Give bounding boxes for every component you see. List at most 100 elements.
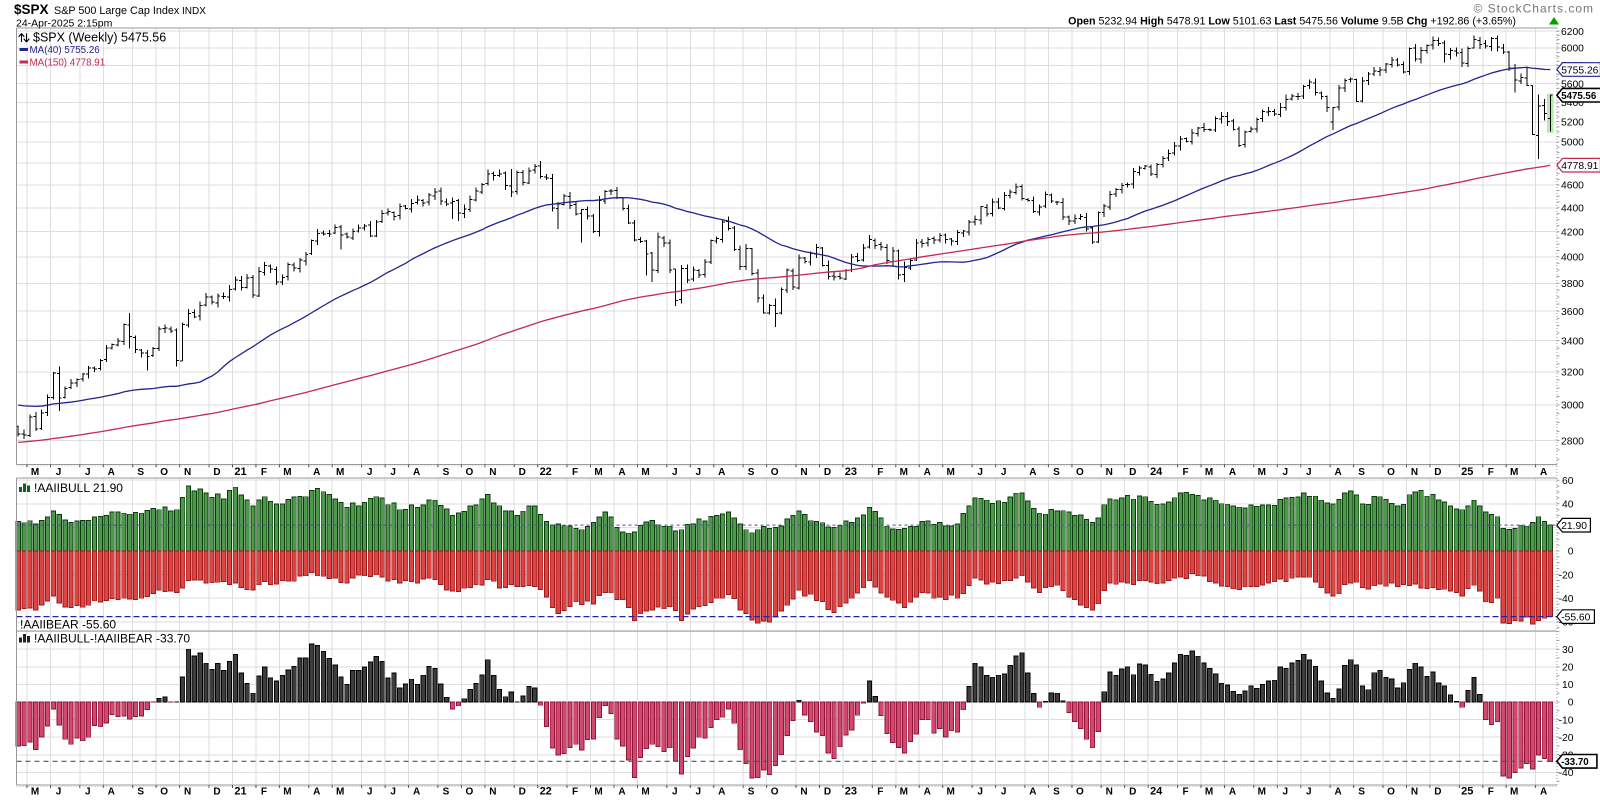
svg-text:S: S xyxy=(748,467,755,478)
svg-text:MA(150) 4778.91: MA(150) 4778.91 xyxy=(30,58,106,69)
svg-text:A: A xyxy=(618,786,625,797)
svg-text:M: M xyxy=(283,467,291,478)
svg-text:4778.91: 4778.91 xyxy=(1561,161,1598,172)
svg-text:© StockCharts.com: © StockCharts.com xyxy=(1473,2,1594,16)
svg-text:3400: 3400 xyxy=(1561,336,1584,347)
svg-text:M: M xyxy=(1258,467,1266,478)
svg-text:3800: 3800 xyxy=(1561,279,1584,290)
svg-text:$SPX (Weekly) 5475.56: $SPX (Weekly) 5475.56 xyxy=(33,31,166,45)
svg-text:25: 25 xyxy=(1461,785,1473,797)
svg-text:A: A xyxy=(1334,467,1341,478)
svg-text:5400: 5400 xyxy=(1561,98,1584,109)
svg-text:-10: -10 xyxy=(1559,715,1574,726)
svg-text:F: F xyxy=(261,467,267,478)
svg-text:N: N xyxy=(1106,786,1113,797)
svg-text:J: J xyxy=(1001,467,1007,478)
svg-text:M: M xyxy=(900,786,908,797)
svg-text:A: A xyxy=(413,467,420,478)
svg-text:S&P 500 Large Cap Index: S&P 500 Large Cap Index xyxy=(54,5,180,17)
svg-text:S: S xyxy=(443,467,450,478)
svg-text:O: O xyxy=(771,467,779,478)
svg-text:J: J xyxy=(390,467,396,478)
svg-text:0: 0 xyxy=(1568,698,1574,709)
svg-text:M: M xyxy=(336,786,344,797)
svg-text:J: J xyxy=(1283,786,1289,797)
svg-text:A: A xyxy=(108,467,115,478)
svg-text:N: N xyxy=(184,786,191,797)
svg-text:!AAIIBULL-!AAIIBEAR -33.70: !AAIIBULL-!AAIIBEAR -33.70 xyxy=(34,632,190,646)
svg-text:F: F xyxy=(572,786,578,797)
svg-text:J: J xyxy=(1306,786,1312,797)
svg-text:O: O xyxy=(466,467,474,478)
svg-text:0: 0 xyxy=(1568,547,1574,558)
svg-text:M: M xyxy=(31,786,39,797)
svg-text:A: A xyxy=(108,786,115,797)
svg-text:5200: 5200 xyxy=(1561,117,1584,128)
svg-text:S: S xyxy=(137,467,144,478)
svg-text:S: S xyxy=(1053,467,1060,478)
svg-text:D: D xyxy=(824,467,831,478)
svg-text:N: N xyxy=(800,786,807,797)
svg-text:M: M xyxy=(947,467,955,478)
svg-text:O: O xyxy=(1387,786,1395,797)
svg-text:30: 30 xyxy=(1562,645,1574,656)
svg-text:N: N xyxy=(1411,786,1418,797)
svg-text:D: D xyxy=(1129,467,1136,478)
svg-text:22: 22 xyxy=(540,466,552,478)
svg-text:3600: 3600 xyxy=(1561,307,1584,318)
svg-text:!AAIIBULL 21.90: !AAIIBULL 21.90 xyxy=(34,481,123,495)
svg-text:-40: -40 xyxy=(1559,768,1574,779)
svg-text:F: F xyxy=(1182,786,1188,797)
svg-text:25: 25 xyxy=(1461,466,1473,478)
svg-text:N: N xyxy=(489,467,496,478)
svg-text:J: J xyxy=(85,786,91,797)
svg-text:D: D xyxy=(1129,786,1136,797)
svg-text:A: A xyxy=(313,467,320,478)
svg-text:10: 10 xyxy=(1562,680,1574,691)
svg-text:5000: 5000 xyxy=(1561,138,1584,149)
svg-text:S: S xyxy=(443,786,450,797)
svg-text:J: J xyxy=(85,467,91,478)
svg-text:J: J xyxy=(390,786,396,797)
svg-text:40: 40 xyxy=(1562,500,1574,511)
svg-text:23: 23 xyxy=(845,466,857,478)
svg-text:$SPX: $SPX xyxy=(14,2,49,17)
svg-text:M: M xyxy=(1258,786,1266,797)
svg-text:A: A xyxy=(413,786,420,797)
svg-text:D: D xyxy=(519,786,526,797)
svg-text:M: M xyxy=(1205,467,1213,478)
svg-text:4000: 4000 xyxy=(1561,253,1584,264)
svg-text:F: F xyxy=(1182,467,1188,478)
svg-text:N: N xyxy=(800,467,807,478)
svg-text:5755.26: 5755.26 xyxy=(1561,65,1598,76)
svg-text:A: A xyxy=(718,786,725,797)
svg-text:A: A xyxy=(618,467,625,478)
svg-text:J: J xyxy=(1001,786,1007,797)
svg-text:S: S xyxy=(1358,786,1365,797)
svg-text:M: M xyxy=(1205,786,1213,797)
svg-text:D: D xyxy=(519,467,526,478)
svg-text:J: J xyxy=(1306,467,1312,478)
svg-text:5475.56: 5475.56 xyxy=(1561,91,1597,102)
svg-text:5600: 5600 xyxy=(1561,79,1584,90)
svg-text:N: N xyxy=(1411,467,1418,478)
svg-text:24: 24 xyxy=(1150,466,1163,478)
svg-text:N: N xyxy=(489,786,496,797)
svg-text:4400: 4400 xyxy=(1561,204,1584,215)
svg-text:F: F xyxy=(1488,467,1494,478)
svg-text:J: J xyxy=(977,467,983,478)
svg-text:22: 22 xyxy=(540,785,552,797)
svg-text:21: 21 xyxy=(234,785,246,797)
svg-text:A: A xyxy=(1029,786,1036,797)
svg-text:M: M xyxy=(283,786,291,797)
svg-text:A: A xyxy=(924,786,931,797)
svg-text:4200: 4200 xyxy=(1561,227,1584,238)
svg-text:F: F xyxy=(572,467,578,478)
svg-text:D: D xyxy=(1434,467,1441,478)
svg-text:S: S xyxy=(1053,786,1060,797)
svg-text:O: O xyxy=(160,786,168,797)
svg-text:F: F xyxy=(1488,786,1494,797)
svg-text:F: F xyxy=(877,467,883,478)
svg-text:O: O xyxy=(771,786,779,797)
svg-text:S: S xyxy=(137,786,144,797)
